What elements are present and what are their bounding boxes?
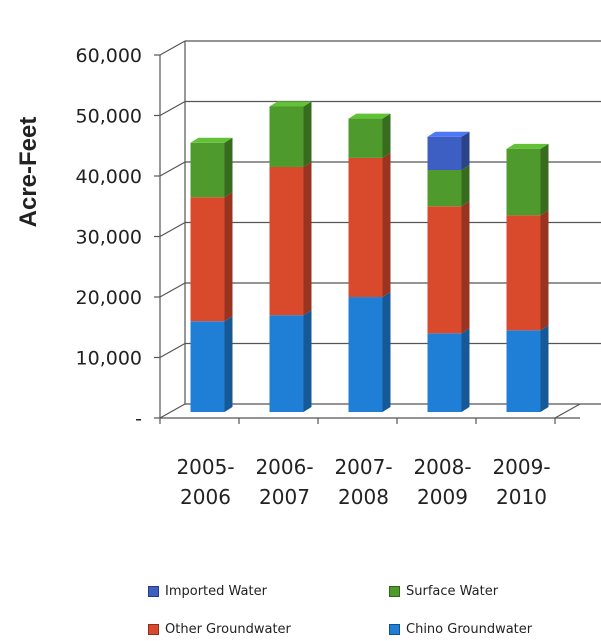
bar-segment [348, 118, 383, 158]
bar-segment-side [382, 152, 391, 298]
chart-bars [190, 101, 549, 412]
bar-segment [506, 215, 541, 331]
x-axis: 2005- 2006 2006- 2007 2007- 2008 2008- 2009 2009… [159, 418, 556, 509]
x-tick-label: 2006 [180, 485, 231, 509]
bar-top [190, 137, 233, 143]
x-tick-label: 2009- [492, 455, 550, 479]
bar-segment-side [303, 101, 312, 167]
bar-segment-side [382, 113, 391, 158]
bar-top [269, 101, 312, 107]
y-tick-label: 20,000 [76, 287, 142, 309]
gridline-side [159, 40, 186, 56]
x-tick-label: 2007- [334, 455, 392, 479]
bar-segment-side [461, 165, 470, 207]
bar-segment [190, 321, 225, 412]
bar-segment-side [303, 310, 312, 412]
y-tick-label: 10,000 [76, 348, 142, 370]
bar-segment [190, 197, 225, 322]
bar-segment [506, 330, 541, 412]
bar-segment-side [540, 325, 549, 412]
gridline-side [159, 100, 186, 117]
bar-segment [348, 297, 383, 412]
bar-segment [190, 142, 225, 198]
legend-item-imported-water: Imported Water [148, 584, 267, 599]
bar-segment-side [461, 201, 470, 334]
legend-label-surface-water: Surface Water [406, 584, 499, 599]
legend-swatch-chino-groundwater [389, 624, 400, 635]
legend-item-chino-groundwater: Chino Groundwater [389, 622, 532, 637]
legend-swatch-other-groundwater [148, 624, 159, 635]
bar-segment-side [540, 143, 549, 216]
legend-swatch-imported-water [148, 586, 159, 597]
gridline-side [159, 403, 186, 419]
y-tick-label: 60,000 [76, 45, 142, 67]
gridline-side [159, 282, 186, 298]
floor-right-edge [554, 403, 581, 419]
y-tick-label: - [135, 408, 142, 430]
x-tick-label: 2005- [176, 455, 234, 479]
bar-segment [506, 148, 541, 216]
bar-segment [427, 136, 462, 170]
bar-top [506, 143, 549, 149]
bar-segment [348, 157, 383, 298]
bar-segment [427, 206, 462, 334]
y-tick-label: 30,000 [76, 227, 142, 249]
legend-label-chino-groundwater: Chino Groundwater [406, 622, 533, 637]
legend-label-other-groundwater: Other Groundwater [165, 622, 291, 637]
x-tick-label: 2007 [259, 485, 310, 509]
bar-segment [269, 166, 304, 316]
bar-segment-side [224, 137, 233, 198]
gridline-side [159, 342, 186, 359]
x-tick-label: 2008 [338, 485, 389, 509]
bar-segment-side [461, 131, 470, 170]
chart-gridlines [159, 40, 601, 419]
y-axis: - 10,000 20,000 30,000 40,000 50,000 60,000 [76, 45, 160, 430]
gridline-side [159, 161, 186, 177]
bar-segment-side [382, 292, 391, 412]
bar-segment [269, 315, 304, 412]
bar-segment [269, 106, 304, 167]
bar-segment-side [303, 161, 312, 316]
x-tick-label: 2009 [417, 485, 468, 509]
legend-swatch-surface-water [389, 586, 400, 597]
bar-segment [427, 333, 462, 412]
legend-item-other-groundwater: Other Groundwater [148, 622, 291, 637]
y-tick-label: 40,000 [76, 166, 142, 188]
bar-segment-side [224, 316, 233, 412]
x-tick-label: 2010 [496, 485, 547, 509]
legend-item-surface-water: Surface Water [389, 584, 498, 599]
bar-segment-side [224, 192, 233, 322]
gridline-side [159, 221, 186, 238]
x-tick-label: 2006- [255, 455, 313, 479]
bar-top [348, 113, 391, 119]
bar-segment-side [540, 210, 549, 331]
x-tick-label: 2008- [413, 455, 471, 479]
legend-label-imported-water: Imported Water [165, 584, 267, 599]
y-tick-label: 50,000 [76, 106, 142, 128]
bar-segment-side [461, 328, 470, 412]
y-axis-label: Acre-Feet [15, 117, 42, 228]
bar-segment [427, 170, 462, 207]
bar-top [427, 131, 470, 137]
